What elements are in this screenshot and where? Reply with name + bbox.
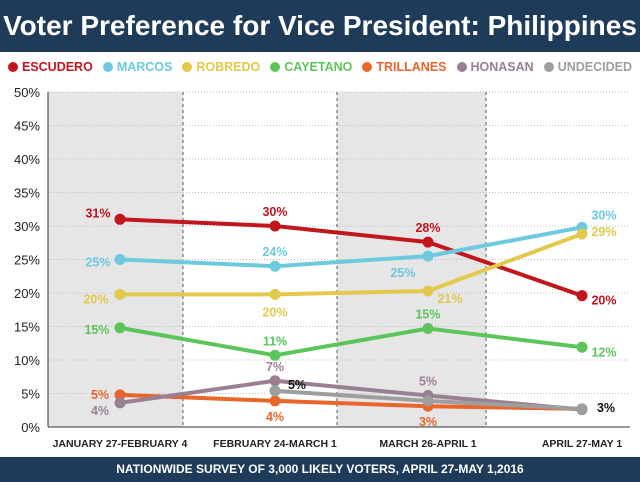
data-label-trillanes: 5% (91, 388, 109, 402)
legend-item-escudero: ESCUDERO (7, 60, 93, 74)
series-line-robredo (118, 232, 584, 297)
y-tick-label: 10% (14, 353, 40, 368)
legend-marker (102, 62, 113, 72)
data-label-robredo: 20% (83, 292, 108, 306)
legend-label: ESCUDERO (21, 60, 93, 74)
y-tick-label: 40% (14, 152, 40, 167)
data-label-undecided: 3% (597, 401, 615, 415)
data-point-robredo (269, 288, 281, 300)
data-label-marcos: 24% (262, 245, 287, 259)
data-label-escudero: 20% (591, 294, 616, 308)
series-line-marcos (118, 225, 584, 269)
data-point-escudero (422, 236, 434, 248)
data-label-marcos: 25% (85, 256, 110, 270)
x-tick-label: MARCH 26-APRIL 1 (379, 438, 476, 450)
y-tick-label: 45% (14, 119, 40, 134)
y-tick-label: 25% (14, 253, 40, 268)
legend-label: ROBREDO (196, 60, 261, 74)
legend-label: UNDECIDED (557, 60, 633, 74)
line-chart: 0% 5% 10% 15% 20% 25% 30% 35% 40% 45% 50% JANUARY 2… (14, 85, 630, 450)
data-point-escudero (114, 213, 126, 225)
y-tick-label: 50% (14, 85, 40, 100)
data-point-cayetano (422, 323, 434, 335)
legend-marker (270, 62, 281, 72)
data-point-undecided (269, 385, 281, 397)
data-label-honasan: 5% (419, 375, 437, 389)
data-point-trillanes (269, 395, 281, 407)
data-point-undecided (576, 403, 588, 415)
legend-marker (456, 62, 467, 72)
footer-note: NATIONWIDE SURVEY OF 3,000 LIKELY VOTERS… (0, 457, 640, 482)
data-label-marcos: 25% (390, 266, 415, 280)
data-label-trillanes: 4% (266, 410, 284, 424)
data-point-escudero (269, 220, 281, 232)
legend-marker (182, 62, 193, 72)
data-point-cayetano (114, 322, 126, 334)
data-point-robredo (114, 288, 126, 300)
data-point-escudero (576, 290, 588, 302)
series-line-cayetano (118, 325, 584, 358)
legend-label: MARCOS (116, 60, 173, 74)
data-point-cayetano (576, 341, 588, 353)
legend-marker (543, 62, 554, 72)
legend-label: CAYETANO (284, 60, 353, 74)
data-point-trillanes (114, 389, 126, 401)
legend-marker (362, 62, 373, 72)
legend-item-robredo: ROBREDO (182, 60, 260, 74)
data-label-robredo: 29% (591, 225, 616, 239)
data-point-marcos (269, 260, 281, 272)
data-label-cayetano: 12% (591, 345, 616, 359)
x-tick-label: JANUARY 27-FEBRUARY 4 (53, 438, 188, 450)
y-tick-label: 15% (14, 320, 40, 335)
data-point-cayetano (269, 349, 281, 361)
data-label-marcos: 30% (591, 208, 616, 222)
chart-title: Voter Preference for Vice President: Phi… (0, 0, 640, 52)
legend-item-honasan: HONASAN (456, 60, 534, 74)
data-label-escudero: 28% (415, 221, 440, 235)
legend-item-undecided: UNDECIDED (543, 60, 633, 74)
data-point-marcos (114, 254, 126, 265)
y-tick-label: 5% (21, 387, 40, 402)
data-point-undecided (422, 395, 434, 407)
series-line-trillanes (118, 392, 584, 411)
data-label-undecided: 5% (288, 378, 306, 392)
legend-label: TRILLANES (376, 60, 447, 74)
data-label-honasan: 4% (91, 404, 109, 418)
data-label-cayetano: 15% (84, 323, 109, 337)
data-label-robredo: 21% (437, 292, 462, 306)
legend-item-cayetano: CAYETANO (270, 60, 352, 74)
x-tick-label: APRIL 27-MAY 1 (542, 438, 622, 450)
data-point-robredo (576, 228, 588, 240)
legend-item-marcos: MARCOS (102, 60, 173, 74)
series-line-honasan (118, 378, 584, 412)
data-label-cayetano: 15% (415, 308, 440, 322)
data-point-marcos (422, 250, 434, 262)
data-label-escudero: 30% (262, 205, 287, 219)
data-point-robredo (422, 285, 434, 297)
data-point-honasan (114, 397, 126, 409)
data-label-robredo: 20% (262, 305, 287, 319)
y-tick-label: 20% (14, 286, 40, 301)
y-tick-label: 35% (14, 186, 40, 201)
data-label-cayetano: 11% (263, 334, 287, 348)
legend-label: HONASAN (470, 60, 534, 74)
series-line-escudero (118, 217, 584, 298)
data-label-escudero: 31% (85, 206, 110, 220)
legend-marker (7, 62, 18, 72)
data-point-honasan (269, 375, 281, 387)
legend-item-trillanes: TRILLANES (362, 60, 447, 74)
y-tick-label: 0% (21, 420, 40, 435)
x-tick-label: FEBRUARY 24-MARCH 1 (213, 438, 337, 450)
y-tick-label: 30% (14, 219, 40, 234)
data-label-honasan: 7% (266, 360, 284, 374)
data-label-trillanes: 3% (419, 415, 437, 429)
legend: ESCUDERO MARCOS ROBREDO CAYETANO TRILLANES HO… (0, 52, 640, 82)
